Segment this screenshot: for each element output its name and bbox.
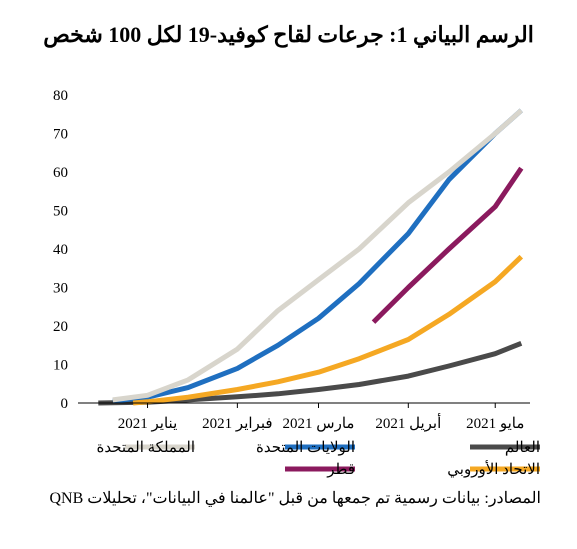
y-tick-label: 70 <box>53 127 68 143</box>
legend-label: المملكة المتحدة <box>97 440 195 456</box>
x-tick-label: فبراير 2021 <box>202 416 272 432</box>
source-note: المصادر: بيانات رسمية تم جمعها من قبل "ع… <box>49 490 541 507</box>
x-tick-label: مارس 2021 <box>283 416 355 432</box>
y-axis-ticks: 0 10 20 30 40 50 60 70 80 <box>53 88 68 412</box>
series-line-1 <box>112 108 523 404</box>
y-tick-label: 20 <box>53 319 68 335</box>
x-tick-label: مايو 2021 <box>466 416 524 432</box>
y-tick-label: 50 <box>53 204 68 220</box>
x-axis-ticks: يناير 2021 فبراير 2021 مارس 2021 أبريل 2021… <box>118 403 524 432</box>
y-tick-label: 40 <box>53 242 68 258</box>
series-line-3 <box>132 254 524 406</box>
series-line-4 <box>371 166 524 324</box>
legend-label: العالم <box>505 440 540 456</box>
legend: العالم الولايات المتحدة المملكة المتحدة الا… <box>97 440 540 478</box>
series-lines <box>98 108 524 406</box>
chart-title: الرسم البياني 1: جرعات لقاح كوفيد-19 لكل… <box>43 22 534 47</box>
y-tick-label: 10 <box>53 358 68 374</box>
y-tick-label: 80 <box>53 88 68 104</box>
legend-label: الولايات المتحدة <box>256 440 355 456</box>
series-line-2 <box>112 108 523 403</box>
y-tick-label: 60 <box>53 165 68 181</box>
y-tick-label: 30 <box>53 281 68 297</box>
legend-label: الاتحاد الأوروبي <box>447 460 540 478</box>
x-tick-label: أبريل 2021 <box>375 413 441 432</box>
x-tick-label: يناير 2021 <box>118 416 177 432</box>
legend-label: قطر <box>326 462 355 478</box>
y-tick-label: 0 <box>61 396 69 412</box>
